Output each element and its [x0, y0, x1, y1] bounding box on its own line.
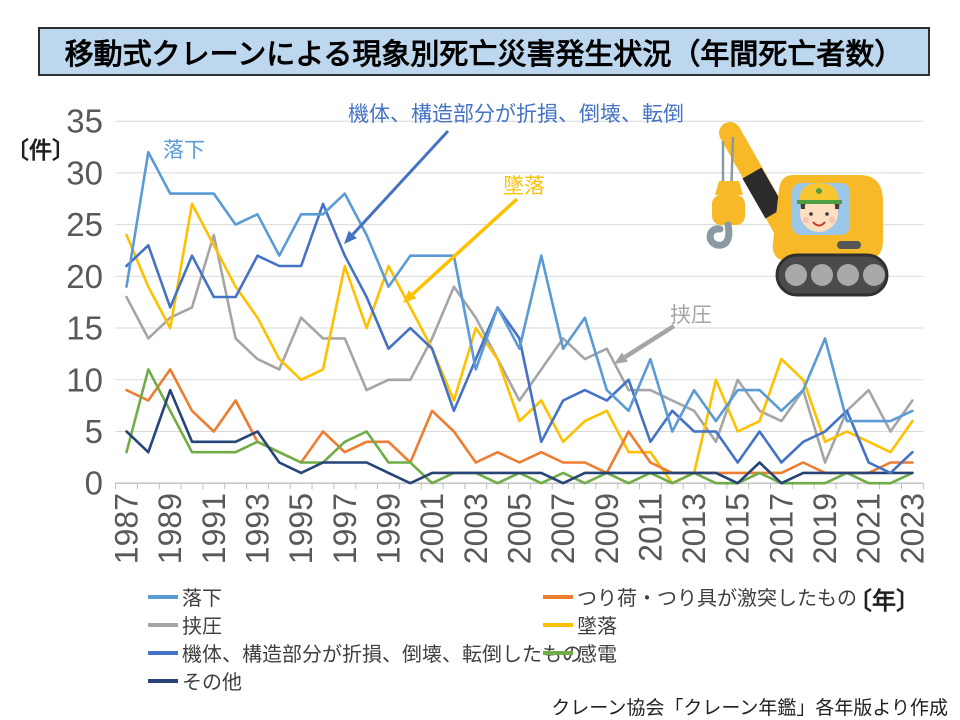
svg-text:2023: 2023 [894, 493, 930, 564]
svg-text:2001: 2001 [414, 493, 450, 564]
crane-tracks [775, 253, 889, 297]
svg-text:2021: 2021 [851, 493, 887, 564]
x-axis-unit-label: 〔年〕 [848, 588, 920, 615]
svg-text:1995: 1995 [283, 493, 319, 564]
legend-swatch [543, 650, 573, 655]
legend-item-kitai: 機体、構造部分が折損、倒壊、転倒したもの [148, 638, 582, 667]
svg-text:5: 5 [85, 413, 103, 450]
legend-swatch [148, 594, 178, 599]
legend-item-tsurini: つり荷・つり具が激突したもの [543, 582, 857, 611]
svg-text:1989: 1989 [152, 493, 188, 564]
legend-item-kyoatsu: 挟圧 [148, 610, 222, 639]
svg-text:墜落: 墜落 [503, 175, 545, 198]
svg-text:10: 10 [66, 361, 103, 398]
crane-illustration [706, 122, 889, 297]
legend-swatch [543, 622, 573, 627]
svg-text:1999: 1999 [370, 493, 406, 564]
legend-item-kanden: 感電 [543, 638, 617, 667]
legend-item-tsuiraku: 墜落 [543, 610, 617, 639]
crane-body [772, 175, 883, 261]
svg-text:2019: 2019 [807, 493, 843, 564]
title-box: 移動式クレーンによる現象別死亡災害発生状況（年間死亡者数） [38, 27, 930, 76]
legend-swatch [148, 650, 178, 655]
svg-text:35: 35 [66, 103, 103, 140]
svg-text:2013: 2013 [676, 493, 712, 564]
y-axis-unit-label: 〔件〕 [6, 137, 75, 163]
svg-text:機体、構造部分が折損、倒壊、転倒: 機体、構造部分が折損、倒壊、転倒 [348, 103, 684, 126]
source-credit: クレーン協会「クレーン年鑑」各年版より作成 [551, 698, 948, 719]
svg-text:2015: 2015 [720, 493, 756, 564]
legend-label: 機体、構造部分が折損、倒壊、転倒したもの [182, 644, 582, 666]
page-title: 移動式クレーンによる現象別死亡災害発生状況（年間死亡者数） [64, 38, 904, 71]
svg-text:2009: 2009 [589, 493, 625, 564]
svg-text:挟圧: 挟圧 [670, 304, 712, 327]
svg-text:1997: 1997 [327, 493, 363, 564]
svg-text:25: 25 [66, 206, 103, 243]
svg-text:1993: 1993 [239, 493, 275, 564]
legend: 落下 挟圧 機体、構造部分が折損、倒壊、転倒したもの その他 つり荷・つり具が激… [118, 580, 878, 695]
svg-text:0: 0 [85, 465, 103, 502]
legend-swatch [148, 678, 178, 683]
svg-text:2005: 2005 [501, 493, 537, 564]
legend-item-sonota: その他 [148, 666, 242, 695]
legend-swatch [148, 622, 178, 627]
legend-label: 落下 [182, 588, 222, 610]
legend-label: 墜落 [577, 616, 617, 638]
svg-text:2011: 2011 [632, 493, 668, 562]
legend-label: その他 [182, 672, 242, 694]
svg-text:1991: 1991 [196, 493, 232, 564]
svg-text:落下: 落下 [163, 139, 205, 162]
svg-text:2007: 2007 [545, 493, 581, 564]
legend-label: 感電 [577, 644, 617, 666]
crane-cable-and-hook [706, 136, 745, 249]
svg-text:30: 30 [66, 154, 103, 191]
svg-text:15: 15 [66, 310, 103, 347]
svg-text:20: 20 [66, 258, 103, 295]
legend-item-rakka: 落下 [148, 582, 222, 611]
legend-swatch [543, 594, 573, 599]
svg-text:2017: 2017 [763, 493, 799, 564]
legend-label: つり荷・つり具が激突したもの [577, 588, 857, 610]
legend-label: 挟圧 [182, 616, 222, 638]
svg-text:2003: 2003 [458, 493, 494, 564]
svg-text:1987: 1987 [109, 493, 145, 564]
